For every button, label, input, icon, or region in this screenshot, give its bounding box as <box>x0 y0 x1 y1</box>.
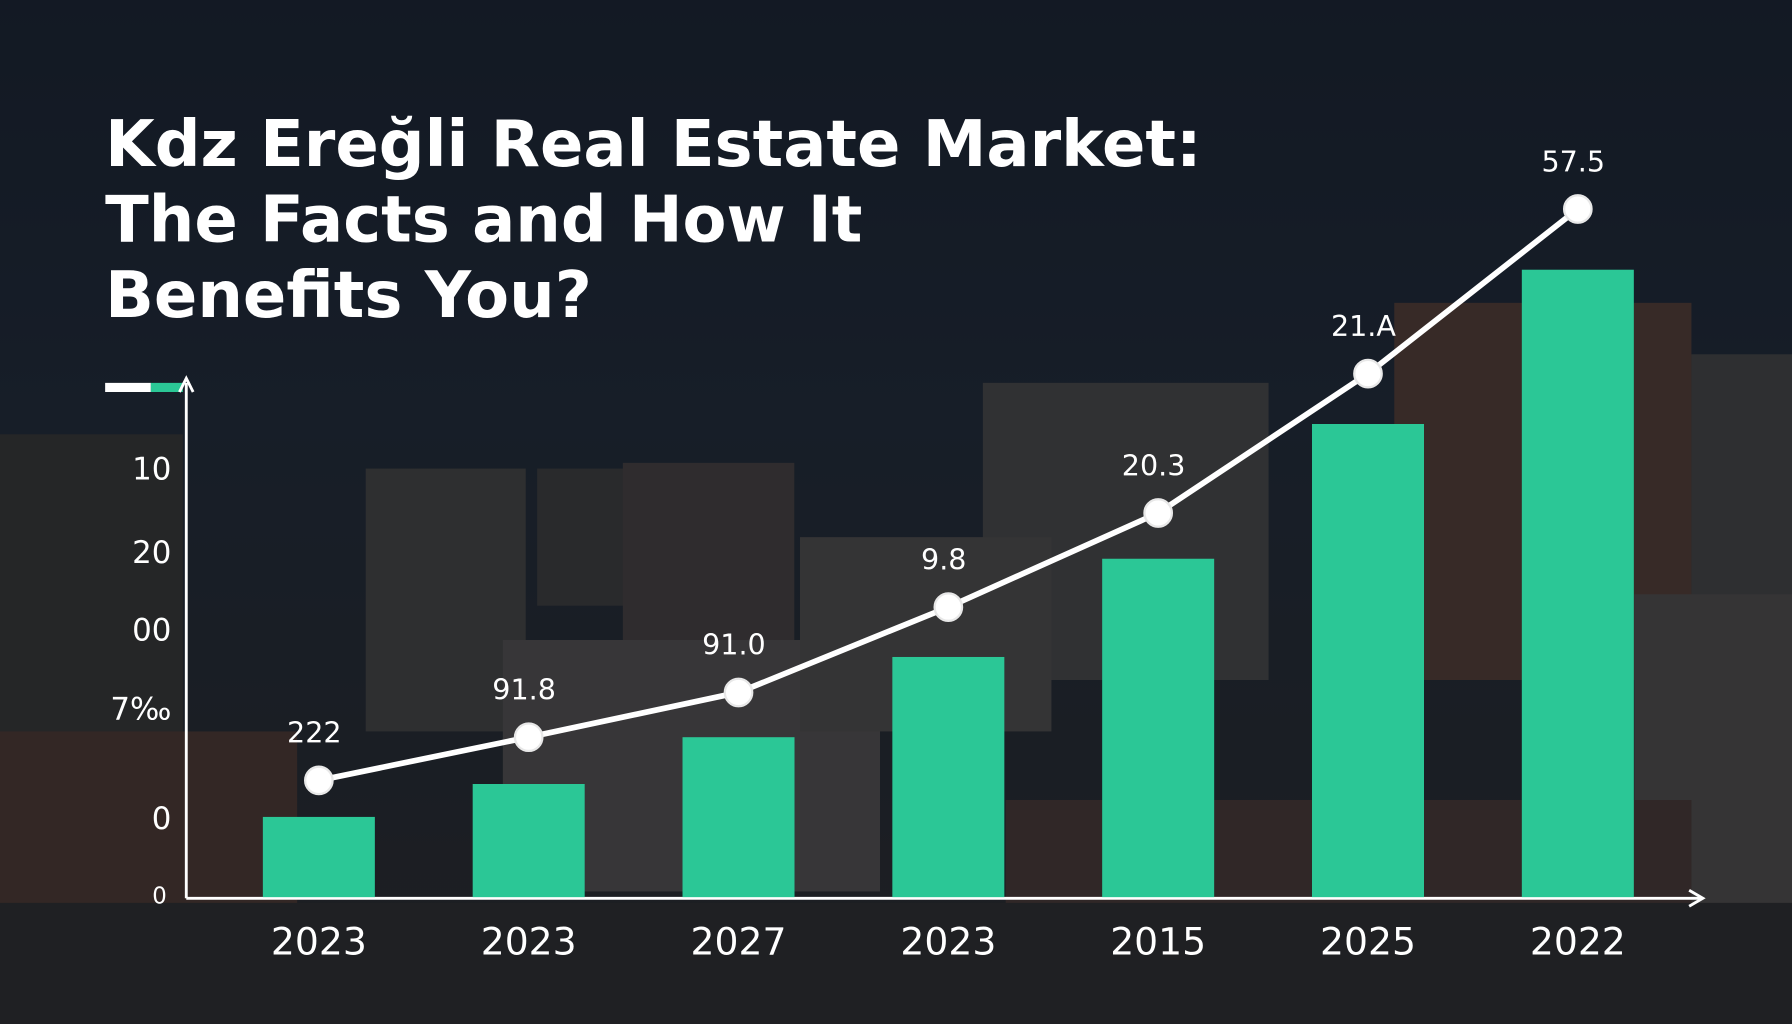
point-annotation: 222 <box>287 716 342 750</box>
title-line: The Facts and How It <box>105 184 862 258</box>
line-marker <box>1353 358 1383 389</box>
title-line: Kdz Ereğli Real Estate Market: <box>105 108 1201 182</box>
y-axis-label: 0 <box>152 801 172 837</box>
bar <box>1102 558 1215 898</box>
y-axis-arrow <box>178 375 195 393</box>
line-marker <box>304 765 334 796</box>
title-line: Benefits You? <box>105 259 592 333</box>
bar <box>1521 269 1634 898</box>
point-annotation: 9.8 <box>921 542 966 576</box>
point-annotation: 91.0 <box>702 628 766 662</box>
x-tick-label: 2023 <box>481 920 577 964</box>
y-axis-label: 0 <box>152 884 167 910</box>
line-marker <box>1143 498 1174 528</box>
point-annotation: 91.8 <box>492 672 556 706</box>
y-axis-label: 10 <box>132 451 171 487</box>
bar <box>1312 424 1424 898</box>
y-axis-label: 7‰ <box>110 691 171 727</box>
point-annotation: 21.A <box>1331 309 1396 343</box>
line-marker <box>1562 194 1593 224</box>
y-axis-label: 00 <box>132 612 171 648</box>
line-marker <box>513 722 544 753</box>
y-axis-label: 20 <box>132 535 171 571</box>
bar <box>472 784 585 898</box>
x-tick-label: 2023 <box>271 920 367 964</box>
x-tick-label: 2022 <box>1530 920 1626 964</box>
x-axis-arrow <box>1688 889 1706 908</box>
title: Kdz Ereğli Real Estate Market:The Facts … <box>105 108 1201 333</box>
axes <box>105 375 1706 908</box>
point-annotation: 20.3 <box>1122 448 1186 482</box>
point-annotation: 57.5 <box>1541 144 1605 178</box>
bar <box>892 656 1005 898</box>
line-marker <box>723 677 754 708</box>
line-marker <box>933 592 964 622</box>
x-tick-label: 2027 <box>691 920 787 964</box>
bar <box>682 737 795 898</box>
x-tick-label: 2023 <box>900 920 996 964</box>
x-tick-label: 2025 <box>1320 920 1416 964</box>
x-tick-label: 2015 <box>1110 920 1206 964</box>
bar <box>262 816 375 898</box>
